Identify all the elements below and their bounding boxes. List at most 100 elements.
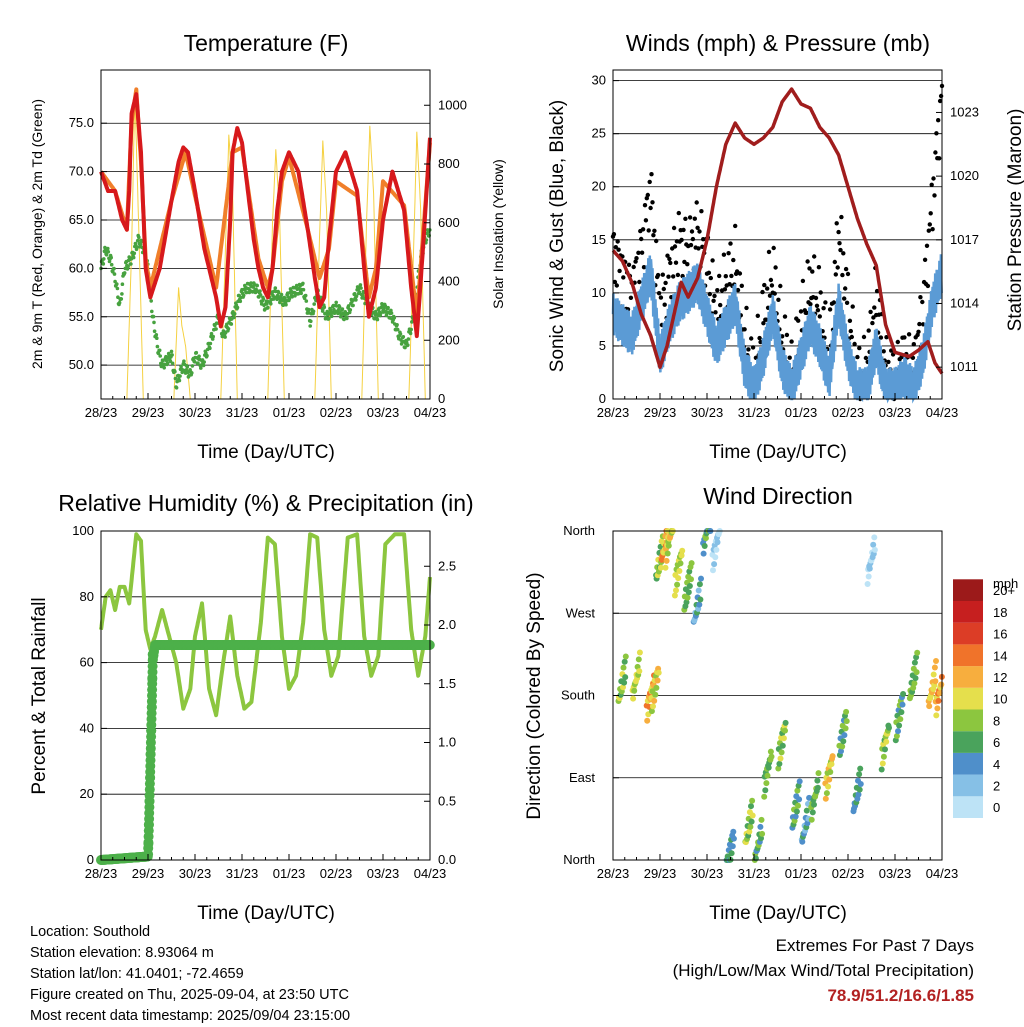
- dewpoint-point: [197, 354, 201, 359]
- direction-point: [855, 791, 862, 798]
- temp-9m-line: [99, 87, 432, 319]
- gust-point: [626, 262, 632, 267]
- dewpoint-point: [337, 305, 342, 309]
- dewpoint-point: [359, 286, 363, 290]
- direction-point: [702, 535, 709, 542]
- dewpoint-point: [312, 302, 317, 306]
- direction-point: [675, 575, 682, 582]
- direction-point: [913, 669, 920, 676]
- gust-point: [652, 228, 657, 233]
- dewpoint-point: [119, 297, 124, 301]
- y-tick-label: 40: [80, 720, 94, 735]
- direction-point: [658, 556, 665, 563]
- gust-point: [718, 302, 723, 308]
- direction-point: [882, 746, 888, 753]
- gust-point: [849, 334, 854, 340]
- gust-point: [884, 335, 889, 340]
- direction-point: [648, 708, 655, 715]
- direction-point: [843, 718, 850, 725]
- temperature-left-axis-label: 2m & 9m T (Red, Orange) & 2m Td (Green): [29, 99, 45, 369]
- direction-tick-label: North: [563, 852, 595, 867]
- gust-point: [612, 279, 618, 285]
- gust-point: [843, 266, 849, 272]
- gust-point: [886, 359, 891, 365]
- gust-point: [934, 131, 939, 136]
- dewpoint-point: [303, 293, 308, 298]
- direction-point: [654, 677, 661, 684]
- direction-point: [761, 793, 768, 800]
- x-tick-label: 28/23: [85, 866, 118, 881]
- direction-point: [684, 594, 691, 601]
- dewpoint-point: [395, 323, 399, 327]
- station-elevation: Station elevation: 8.93064 m: [30, 945, 214, 961]
- dewpoint-point: [120, 282, 125, 287]
- gust-point: [731, 257, 736, 263]
- gust-point: [723, 274, 728, 279]
- legend-label: 12: [993, 670, 1007, 685]
- dewpoint-point: [375, 317, 380, 322]
- gust-point: [642, 203, 648, 208]
- direction-point: [911, 680, 918, 687]
- temperature-right-axis-label: Solar Insolation (Yellow): [490, 159, 506, 309]
- direction-point: [792, 813, 799, 820]
- humidity-x-axis-label: Time (Day/UTC): [197, 903, 335, 924]
- gust-point: [737, 271, 743, 276]
- direction-point: [932, 678, 939, 685]
- extremes-values: 78.9/51.2/16.6/1.85: [827, 986, 974, 1005]
- dewpoint-point: [301, 281, 305, 286]
- direction-point: [764, 772, 771, 779]
- legend-label: 20+: [993, 583, 1015, 598]
- dewpoint-point: [226, 327, 231, 331]
- direction-point: [730, 835, 737, 842]
- dewpoint-point: [158, 354, 162, 358]
- direction-panel: Wind Direction North East South West North 2…: [524, 483, 1018, 924]
- x-tick-label: 30/23: [179, 405, 212, 420]
- dewpoint-point: [149, 299, 153, 303]
- gust-point: [636, 250, 641, 255]
- dewpoint-point: [308, 324, 313, 328]
- direction-point: [728, 850, 735, 857]
- direction-point: [866, 565, 873, 572]
- x-tick-label: 30/23: [179, 866, 212, 881]
- direction-point: [688, 560, 695, 567]
- gust-point: [831, 300, 837, 305]
- legend-label: 8: [993, 713, 1000, 728]
- gust-point: [707, 291, 712, 297]
- direction-point: [636, 668, 643, 675]
- direction-point: [840, 738, 847, 745]
- winds-right-axis-label: Station Pressure (Maroon): [1005, 109, 1024, 332]
- dewpoint-point: [360, 293, 365, 298]
- y-tick-label: 10: [592, 285, 606, 300]
- x-tick-label: 04/23: [414, 866, 447, 881]
- temperature-x-axis-label: Time (Day/UTC): [197, 442, 335, 463]
- dewpoint-point: [102, 257, 106, 261]
- gust-point: [847, 318, 853, 323]
- direction-point: [926, 703, 933, 710]
- direction-point: [700, 550, 707, 557]
- gust-point: [866, 328, 871, 333]
- extremes-subheading: (High/Low/Max Wind/Total Precipitation): [672, 961, 974, 980]
- gust-point: [812, 254, 817, 259]
- direction-point: [934, 705, 941, 712]
- dewpoint-point: [162, 366, 166, 370]
- winds-right-axis: 1011 1014 1017 1020 1023: [936, 104, 979, 374]
- dewpoint-point: [208, 341, 213, 346]
- gust-point: [645, 192, 650, 198]
- dewpoint-point: [301, 287, 306, 292]
- gust-point: [834, 221, 839, 226]
- x-tick-label: 28/23: [597, 866, 630, 881]
- dewpoint-point: [223, 335, 227, 339]
- humidity-left-axis-label: Percent & Total Rainfall: [29, 597, 50, 794]
- dewpoint-point: [408, 331, 413, 336]
- gust-point: [639, 250, 645, 255]
- gust-point: [920, 299, 925, 305]
- x-tick-label: 01/23: [273, 866, 306, 881]
- direction-point: [938, 681, 945, 688]
- gust-point: [634, 256, 639, 261]
- direction-point: [856, 771, 863, 778]
- gust-point: [930, 227, 935, 232]
- gust-point: [917, 321, 922, 327]
- y2-tick-label: 1020: [950, 168, 979, 183]
- gust-point: [710, 258, 715, 263]
